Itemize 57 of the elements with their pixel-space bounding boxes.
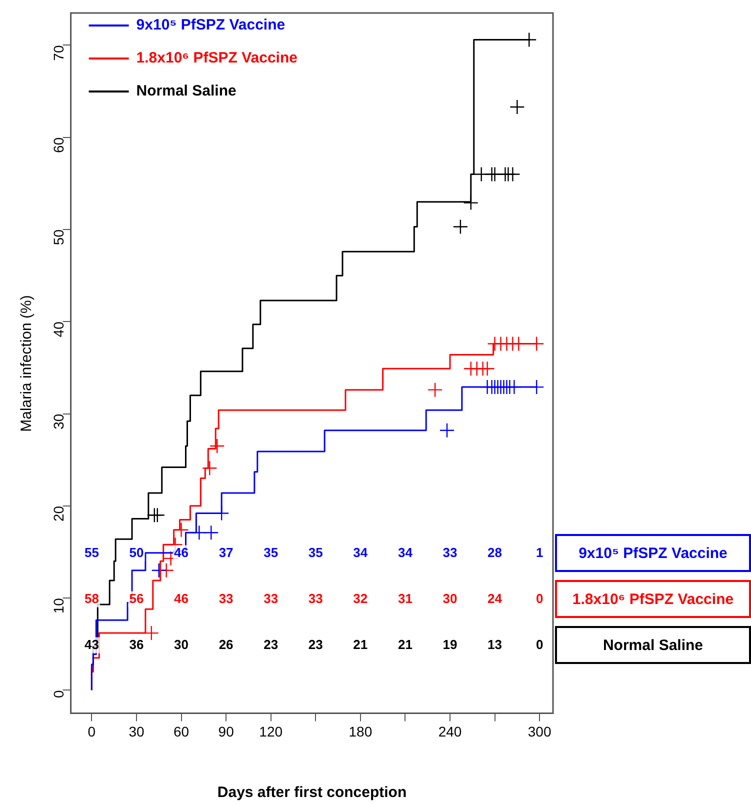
annotation: 32 [353,590,368,606]
annotation: 23 [264,636,278,652]
annotation: 36 [129,636,144,652]
x-tick-label: 300 [528,723,552,740]
x-axis-title: Days after first conception [217,784,407,801]
annotation: 55 [84,544,99,560]
x-tick-label: 120 [259,723,283,740]
annotation: 33 [442,544,458,560]
x-tick-label: 180 [348,723,372,740]
annotation: 24 [488,590,503,606]
annotation: 1 [536,544,544,560]
y-tick-label: 50 [50,229,67,246]
annotation: 50 [129,544,144,560]
text: 1.8x10⁶ PfSPZ Vaccine [572,591,734,608]
annotation: 30 [442,590,458,606]
x-tick-label: 0 [88,723,96,740]
annotation: 13 [488,636,502,652]
annotation: 43 [84,636,99,652]
annotation: 33 [264,590,278,606]
annotation: 35 [264,544,278,560]
annotation: 46 [174,544,189,560]
legend-label: Normal Saline [136,82,236,100]
y-tick-label: 30 [50,414,67,430]
y-tick-label: 60 [50,137,67,153]
x-tick-label: 30 [128,723,144,740]
annotation: 28 [488,544,502,560]
annotation: 34 [398,544,414,560]
text: 9x10⁵ PfSPZ Vaccine [578,545,728,562]
y-tick-label: 20 [50,506,67,522]
annotation: 21 [398,636,412,652]
y-tick-label: 0 [50,690,67,698]
annotation: 56 [129,590,144,606]
annotation: 23 [308,636,323,652]
text: Normal Saline [602,637,704,654]
annotation: 33 [308,590,323,606]
y-axis-title: Malaria infection (%) [17,294,34,432]
x-tick-label: 90 [218,723,234,740]
annotation: 26 [218,636,234,652]
annotation: 21 [353,636,368,652]
annotation: 19 [442,636,458,652]
x-tick-label: 240 [438,723,462,740]
annotation: 58 [84,590,99,606]
annotation: 0 [536,636,544,652]
annotation: 46 [174,590,189,606]
y-tick-label: 70 [50,45,67,61]
x-tick-label: 60 [173,723,190,740]
legend-label: 9x10⁵ PfSPZ Vaccine [136,16,286,34]
y-tick-label: 10 [50,598,67,614]
legend-label: 1.8x10⁶ PfSPZ Vaccine [136,50,298,67]
annotation: 33 [218,590,234,606]
annotation: 0 [536,590,544,606]
annotation: 30 [174,636,189,652]
annotation: 37 [218,544,234,560]
annotation: 31 [398,590,412,606]
annotation: 35 [308,544,323,560]
annotation: 34 [353,544,368,560]
y-tick-label: 40 [50,321,67,338]
